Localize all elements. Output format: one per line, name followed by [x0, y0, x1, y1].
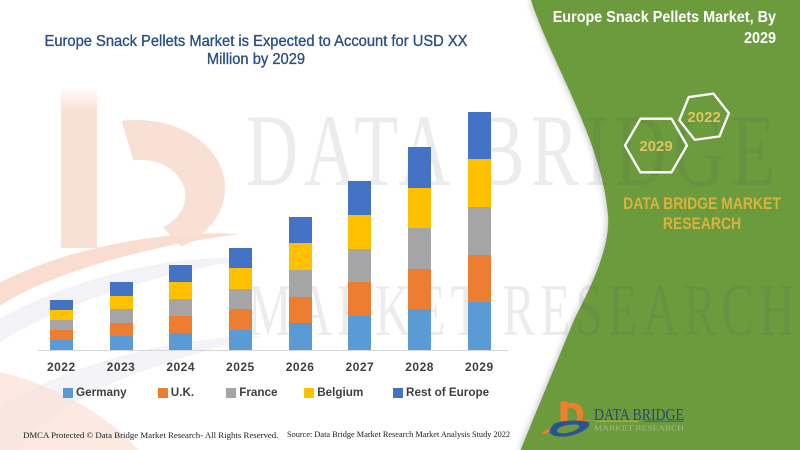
svg-text:DATA BRIDGE: DATA BRIDGE [594, 405, 684, 424]
svg-text:2022: 2022 [687, 109, 720, 126]
svg-text:MARKET RESEARCH: MARKET RESEARCH [594, 424, 685, 433]
svg-text:2029: 2029 [639, 138, 672, 155]
